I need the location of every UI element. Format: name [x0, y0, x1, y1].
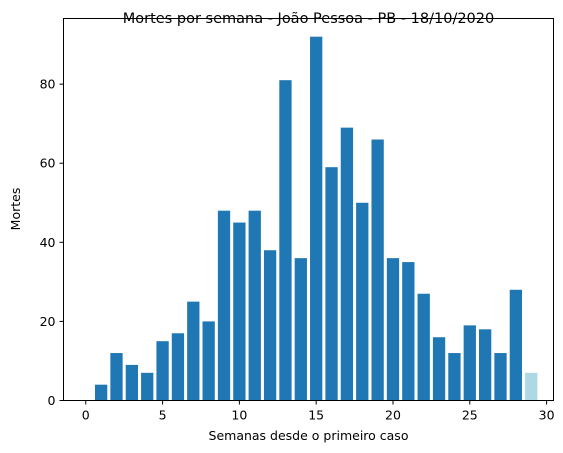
y-ticks: 0 20 40 60 80: [40, 77, 64, 408]
bar-week-5: [156, 341, 169, 401]
x-tick-label: 10: [231, 408, 247, 423]
bar-week-1: [94, 384, 108, 401]
bars-group: [94, 36, 538, 401]
bar-week-22: [417, 293, 430, 401]
bar-week-10: [233, 222, 246, 401]
bar-week-15: [310, 36, 323, 401]
bar-week-19: [371, 139, 384, 401]
plot-frame: [63, 18, 554, 401]
x-tick-label: 15: [308, 408, 324, 423]
bar-week-4: [141, 372, 154, 401]
bar-week-11: [248, 210, 261, 401]
x-axis-label: Semanas desde o primeiro caso: [209, 428, 409, 443]
bar-week-20: [386, 258, 400, 401]
bar-week-12: [263, 250, 277, 401]
bar-week-24: [448, 353, 461, 401]
bar-week-9: [217, 210, 231, 401]
y-tick-label: 0: [48, 393, 56, 408]
y-tick-label: 40: [40, 235, 56, 250]
bar-week-7: [187, 301, 200, 401]
bar-week-3: [125, 364, 138, 401]
bar-week-8: [202, 321, 215, 401]
bar-week-13: [279, 80, 292, 401]
y-tick-label: 20: [40, 314, 56, 329]
x-tick-label: 25: [462, 408, 478, 423]
bar-week-17: [340, 127, 354, 401]
x-tick-label: 5: [159, 408, 167, 423]
bar-week-23: [432, 337, 446, 401]
bar-week-6: [171, 333, 185, 401]
bar-week-18: [356, 202, 369, 401]
y-axis-label: Mortes: [8, 188, 23, 231]
bar-week-14: [294, 258, 307, 401]
bar-week-25: [463, 325, 476, 401]
bar-week-21: [402, 262, 415, 401]
y-tick-label: 60: [40, 156, 56, 171]
bar-week-28: [509, 289, 523, 401]
x-tick-label: 20: [385, 408, 401, 423]
x-tick-label: 30: [539, 408, 555, 423]
bar-week-29: [525, 372, 538, 401]
bar-week-26: [479, 329, 492, 401]
bar-week-16: [325, 167, 338, 401]
bar-week-27: [494, 353, 507, 401]
x-ticks: 0 5 10 15 20 25 30: [82, 400, 555, 423]
x-tick-label: 0: [82, 408, 90, 423]
bar-week-2: [110, 353, 123, 401]
y-tick-label: 80: [40, 77, 56, 92]
